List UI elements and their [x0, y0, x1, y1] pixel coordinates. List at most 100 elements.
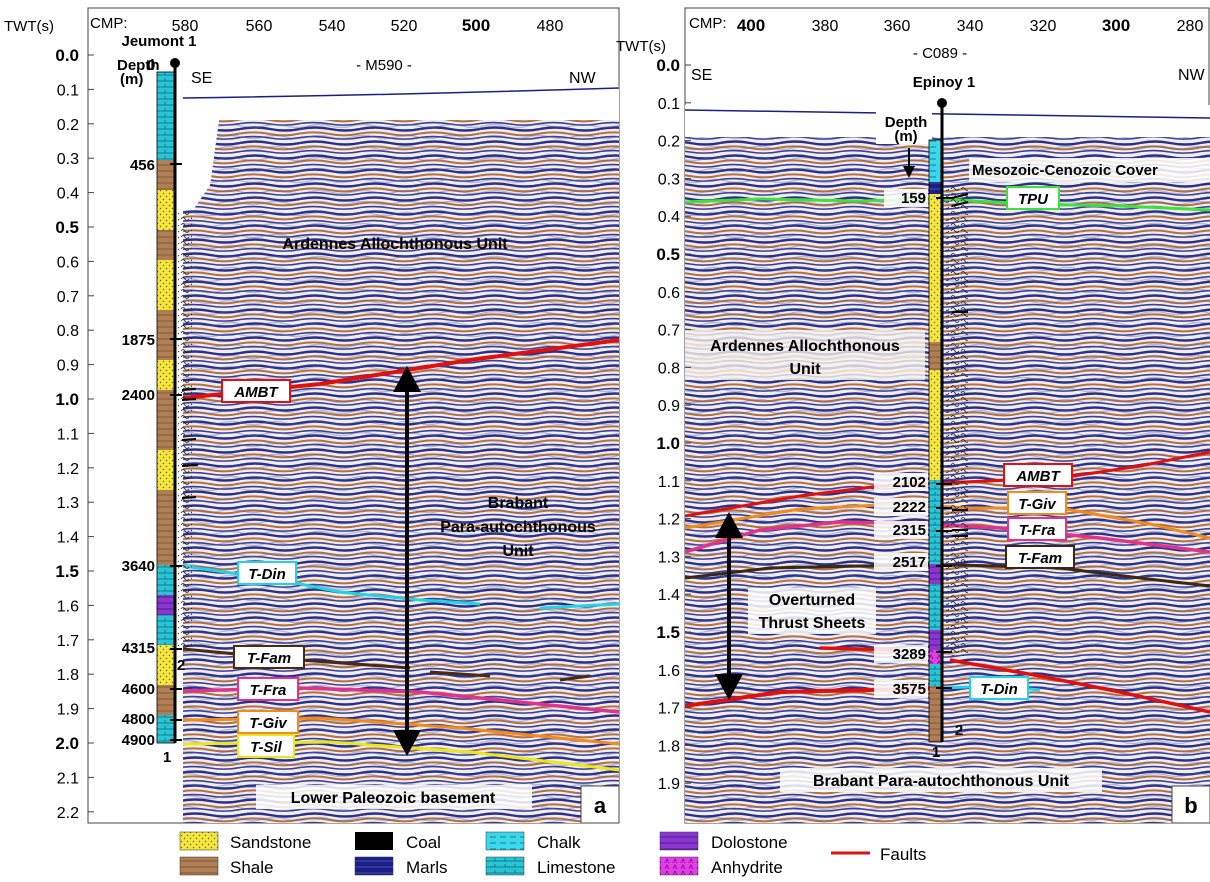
panel-b-label-ambt: AMBT — [1015, 468, 1061, 485]
panel-b-label-t-giv: T-Giv — [1018, 496, 1057, 513]
panel-a-label-t-din: T-Din — [248, 566, 286, 583]
panel-a-label-t-fam: T-Fam — [247, 650, 291, 667]
panel-b-cmp-tick: 380 — [812, 18, 839, 35]
panel-b-twt-tick: 0.5 — [656, 245, 680, 264]
panel-a-twt-tick: 1.8 — [57, 667, 79, 684]
panel-b: TWT(s) CMP: 400 380 360 340 320 300 280 0.0 0.1… — [616, 7, 1210, 824]
panel-a-unit-brabant-2: Para-autochthonous — [440, 519, 596, 536]
panel-a-cmp-tick: 520 — [391, 18, 418, 35]
panel-a-well-column — [156, 58, 199, 744]
panel-b-depth-3575: 3575 — [893, 681, 926, 698]
panel-b-label-t-fra: T-Fra — [1019, 522, 1056, 539]
panel-b-line-name: - C089 - — [913, 45, 967, 62]
legend-item-anhydrite: Anhydrite — [659, 856, 783, 877]
panel-b-unit-mesozoic: Mesozoic-Cenozoic Cover — [972, 162, 1158, 179]
panel-b-column-number-1: 1 — [932, 744, 940, 761]
panel-a-depth-labels: 456 1875 2400 3640 4315 4600 4800 4900 — [122, 157, 155, 749]
panel-a-twt-tick: 1.6 — [57, 598, 79, 615]
panel-a-column-number-1: 1 — [163, 749, 171, 766]
panel-a-depth-zero: 0 — [147, 57, 155, 74]
panel-b-column-number-2: 2 — [955, 722, 963, 739]
panel-b-twt-tick: 0.4 — [658, 209, 680, 226]
panel-a-unit-thickness-arrow — [393, 366, 421, 756]
legend-item-dolostone: Dolostone — [659, 831, 788, 852]
panel-a-horizon-labels: AMBT T-Din T-Fam T-Fra T-Giv T-Sil — [221, 379, 305, 758]
panel-a-line-name: - M590 - — [356, 57, 412, 74]
panel-b-twt-tick: 0.2 — [658, 134, 680, 151]
panel-a-twt-tick: 0.3 — [57, 151, 79, 168]
panel-b-horizon-labels: TPU AMBT T-Giv T-Fra T-Fam T-Din — [969, 186, 1075, 700]
panel-a-twt-axis-label: TWT(s) — [4, 18, 54, 35]
panel-a: TWT(s) CMP: 580 560 540 520 500 480 0.0 0.1 0.2… — [4, 7, 620, 824]
panel-b-label-tpu: TPU — [1018, 191, 1049, 208]
panel-b-depth-label: Depth — [885, 114, 928, 131]
panel-b-letter: b — [1184, 793, 1197, 818]
legend-item-shale: Shale — [179, 856, 273, 877]
panel-a-twt-ticks: 0.0 0.1 0.2 0.3 0.4 0.5 0.6 0.7 0.8 0.9 1.0 1.1 1.2 1… — [55, 46, 94, 822]
panel-a-twt-tick: 0.7 — [57, 289, 79, 306]
svg-text:Anhydrite: Anhydrite — [711, 858, 783, 877]
panel-b-twt-tick: 1.3 — [658, 549, 680, 566]
panel-a-cmp-tick: 480 — [537, 18, 564, 35]
panel-b-unit-overturned-1: Overturned — [769, 592, 855, 609]
panel-a-unit-brabant-3: Unit — [502, 543, 534, 560]
panel-a-twt-tick: 2.1 — [57, 770, 79, 787]
panel-a-cmp-tick: 580 — [172, 18, 199, 35]
panel-b-overturned-thickness-arrow — [715, 512, 743, 700]
panel-a-label-t-fra: T-Fra — [250, 682, 287, 699]
panel-a-twt-tick: 0.2 — [57, 117, 79, 134]
panel-b-depth-3289: 3289 — [893, 646, 926, 663]
panel-a-depth-4600: 4600 — [122, 681, 155, 698]
panel-b-cmp-tick: 280 — [1177, 18, 1204, 35]
panel-b-direction-nw: NW — [1178, 67, 1206, 84]
svg-text:Faults: Faults — [880, 845, 926, 864]
panel-b-twt-tick: 1.4 — [658, 587, 680, 604]
panel-a-label-t-sil: T-Sil — [250, 739, 283, 756]
legend-item-marls: Marls — [354, 856, 448, 877]
panel-a-label-t-giv: T-Giv — [249, 715, 288, 732]
panel-a-well-name: Jeumont 1 — [121, 33, 196, 50]
svg-text:Marls: Marls — [406, 858, 448, 877]
svg-text:Dolostone: Dolostone — [711, 833, 788, 852]
panel-b-twt-tick: 1.0 — [656, 434, 680, 453]
panel-a-depth-label: Depth — [117, 57, 160, 74]
legend-item-chalk: Chalk — [485, 831, 581, 852]
svg-text:Limestone: Limestone — [537, 858, 615, 877]
panel-a-depth-unit: (m) — [120, 71, 143, 88]
panel-b-twt-tick: 1.9 — [658, 776, 680, 793]
panel-b-depth-arrow — [903, 148, 915, 178]
panel-a-twt-tick: 0.4 — [57, 186, 79, 203]
panel-b-twt-axis-label: TWT(s) — [616, 38, 666, 55]
panel-b-well-column — [928, 98, 969, 743]
legend-item-sandstone: Sandstone — [179, 831, 311, 852]
panel-b-cmp-tick: 340 — [957, 18, 984, 35]
panel-b-twt-ticks: 0.0 0.1 0.2 0.3 0.4 0.5 0.6 0.7 0.8 0.9 1.0 1.1 1.2 1… — [656, 56, 691, 793]
panel-b-unit-overturned-2: Thrust Sheets — [759, 615, 866, 632]
panel-b-twt-tick: 1.6 — [658, 663, 680, 680]
panel-a-cmp-tick: 560 — [246, 18, 273, 35]
panel-a-twt-tick: 2.2 — [57, 805, 79, 822]
svg-text:Coal: Coal — [406, 833, 441, 852]
panel-b-cmp-tick: 320 — [1030, 18, 1057, 35]
panel-a-direction-nw: NW — [569, 70, 597, 87]
panel-a-unit-lower-paleozoic: Lower Paleozoic basement — [291, 790, 496, 807]
panel-b-depth-2102: 2102 — [893, 474, 926, 491]
panel-a-twt-tick: 1.9 — [57, 702, 79, 719]
panel-a-twt-tick: 0.1 — [57, 82, 79, 99]
panel-b-cmp-tick: 300 — [1102, 16, 1130, 35]
panel-b-twt-tick: 0.7 — [658, 323, 680, 340]
panel-a-twt-tick: 0.9 — [57, 358, 79, 375]
panel-b-cmp-ticks: 400 380 360 340 320 300 280 — [737, 16, 1204, 35]
panel-b-twt-tick: 0.3 — [658, 171, 680, 188]
panel-b-label-t-fam: T-Fam — [1018, 550, 1062, 567]
panel-a-letter: a — [594, 793, 607, 818]
legend-item-faults: Faults — [831, 845, 926, 864]
panel-b-depth-2517: 2517 — [893, 554, 926, 571]
panel-a-twt-tick: 1.3 — [57, 495, 79, 512]
panel-a-twt-tick: 0.5 — [55, 218, 79, 237]
panel-a-unit-ardennes: Ardennes Allochthonous Unit — [282, 236, 508, 253]
panel-a-twt-tick: 0.0 — [55, 46, 79, 65]
panel-a-depth-2400: 2400 — [122, 387, 155, 404]
panel-a-depth-3640: 3640 — [122, 558, 155, 575]
